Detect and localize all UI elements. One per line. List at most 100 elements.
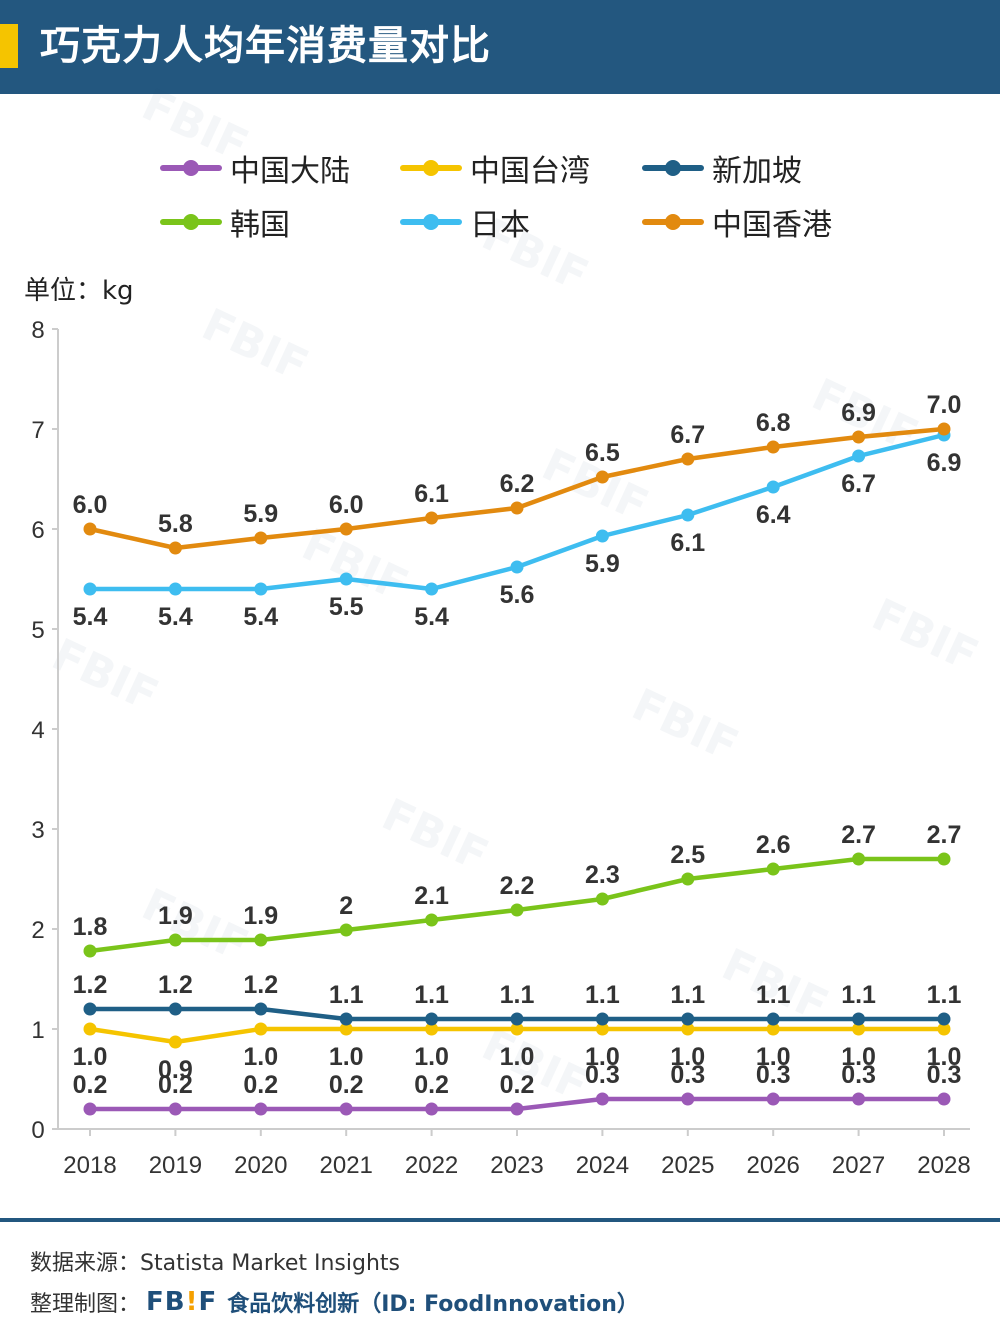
data-point	[425, 913, 439, 927]
data-point	[681, 1022, 695, 1036]
data-label: 0.3	[927, 1061, 962, 1089]
legend-marker	[400, 148, 462, 188]
data-label: 1.0	[243, 1043, 278, 1071]
data-point	[168, 541, 182, 555]
data-label: 1.9	[243, 902, 278, 930]
data-label: 1.0	[329, 1043, 364, 1071]
data-label: 5.4	[158, 603, 193, 631]
data-label: 1.9	[158, 902, 193, 930]
data-label: 5.5	[329, 593, 364, 621]
data-point	[852, 852, 866, 866]
x-tick-label: 2026	[747, 1152, 800, 1179]
data-point	[83, 522, 97, 536]
data-point	[595, 470, 609, 484]
data-point	[425, 511, 439, 525]
data-label: 1.1	[500, 981, 535, 1009]
data-label: 6.5	[585, 439, 620, 467]
data-point	[595, 1022, 609, 1036]
x-tick-label: 2028	[917, 1152, 970, 1179]
data-label: 2	[339, 892, 353, 920]
data-label: 1.1	[927, 981, 962, 1009]
data-point	[937, 1012, 951, 1026]
data-point	[510, 501, 524, 515]
data-point	[937, 1022, 951, 1036]
data-point	[510, 1102, 524, 1116]
data-label: 1.1	[756, 981, 791, 1009]
data-label: 2.2	[500, 872, 535, 900]
data-label: 1.1	[329, 981, 364, 1009]
data-point	[510, 903, 524, 917]
data-label: 2.6	[756, 831, 791, 859]
line-chart: 0 1 2 3 4 5 6 7 8 2018 2019 2020 2021 2022 2023 2024 202…	[31, 317, 970, 1179]
data-label: 6.9	[927, 449, 962, 477]
data-point	[168, 582, 182, 596]
data-source: 数据来源：Statista Market Insights	[30, 1251, 400, 1276]
chart-legend: 中国大陆 中国台湾 新加坡 韩国 日本 中国香港	[0, 130, 1000, 260]
data-label: 0.3	[756, 1061, 791, 1089]
legend-item-korea: 韩国	[160, 202, 290, 243]
data-point	[681, 1012, 695, 1026]
data-label: 0.2	[414, 1071, 449, 1099]
title-accent-bar	[0, 24, 18, 68]
data-point	[254, 1002, 268, 1016]
legend-label: 新加坡	[712, 154, 802, 189]
data-label: 1.0	[756, 1043, 791, 1071]
data-point	[852, 1012, 866, 1026]
data-label: 6.1	[414, 480, 449, 508]
data-point	[339, 1022, 353, 1036]
data-label: 5.4	[243, 603, 278, 631]
y-tick-label: 1	[31, 1017, 44, 1044]
legend-marker	[160, 202, 222, 242]
data-point	[168, 933, 182, 947]
data-point	[168, 1002, 182, 1016]
data-point	[510, 1022, 524, 1036]
y-tick-label: 3	[31, 817, 44, 844]
data-point	[595, 1012, 609, 1026]
y-tick-label: 2	[31, 917, 44, 944]
data-point	[425, 1012, 439, 1026]
data-label: 1.2	[158, 971, 193, 999]
data-point	[852, 430, 866, 444]
legend-marker	[160, 148, 222, 188]
legend-item-singapore: 新加坡	[642, 148, 802, 189]
data-label: 0.2	[73, 1071, 108, 1099]
x-tick-label: 2023	[490, 1152, 543, 1179]
data-label: 1.1	[670, 981, 705, 1009]
page-title: 巧克力人均年消费量对比	[40, 23, 491, 69]
data-label: 5.6	[500, 581, 535, 609]
data-point	[766, 440, 780, 454]
x-tick-label: 2022	[405, 1152, 458, 1179]
y-tick-label: 0	[31, 1117, 44, 1144]
data-point	[339, 522, 353, 536]
legend-marker	[642, 202, 704, 242]
data-point	[766, 862, 780, 876]
x-tick-label: 2024	[576, 1152, 629, 1179]
data-point	[425, 1102, 439, 1116]
legend-item-taiwan: 中国台湾	[400, 148, 590, 189]
legend-label: 中国大陆	[230, 154, 350, 189]
maker-credit: 整理制图： FB!F 食品饮料创新（ID: FoodInnovation）	[30, 1286, 639, 1318]
data-label: 0.2	[500, 1071, 535, 1099]
data-label: 1.0	[500, 1043, 535, 1071]
data-point	[852, 1022, 866, 1036]
data-label: 6.2	[500, 470, 535, 498]
unit-label: 单位：kg	[24, 276, 134, 306]
legend-label: 日本	[470, 208, 530, 243]
data-label: 6.1	[670, 529, 705, 557]
data-label: 2.5	[670, 841, 705, 869]
data-label: 0.3	[841, 1061, 876, 1089]
data-label: 5.9	[243, 500, 278, 528]
data-label: 6.8	[756, 409, 791, 437]
data-label: 1.0	[73, 1043, 108, 1071]
data-label: 1.0	[841, 1043, 876, 1071]
header-bar: 巧克力人均年消费量对比	[0, 0, 1000, 94]
data-label: 6.7	[670, 421, 705, 449]
data-label: 5.8	[158, 510, 193, 538]
data-point	[83, 944, 97, 958]
data-label: 1.0	[414, 1043, 449, 1071]
data-point	[510, 560, 524, 574]
legend-marker	[400, 202, 462, 242]
x-tick-label: 2018	[63, 1152, 116, 1179]
x-tick-label: 2020	[234, 1152, 287, 1179]
data-point	[83, 582, 97, 596]
